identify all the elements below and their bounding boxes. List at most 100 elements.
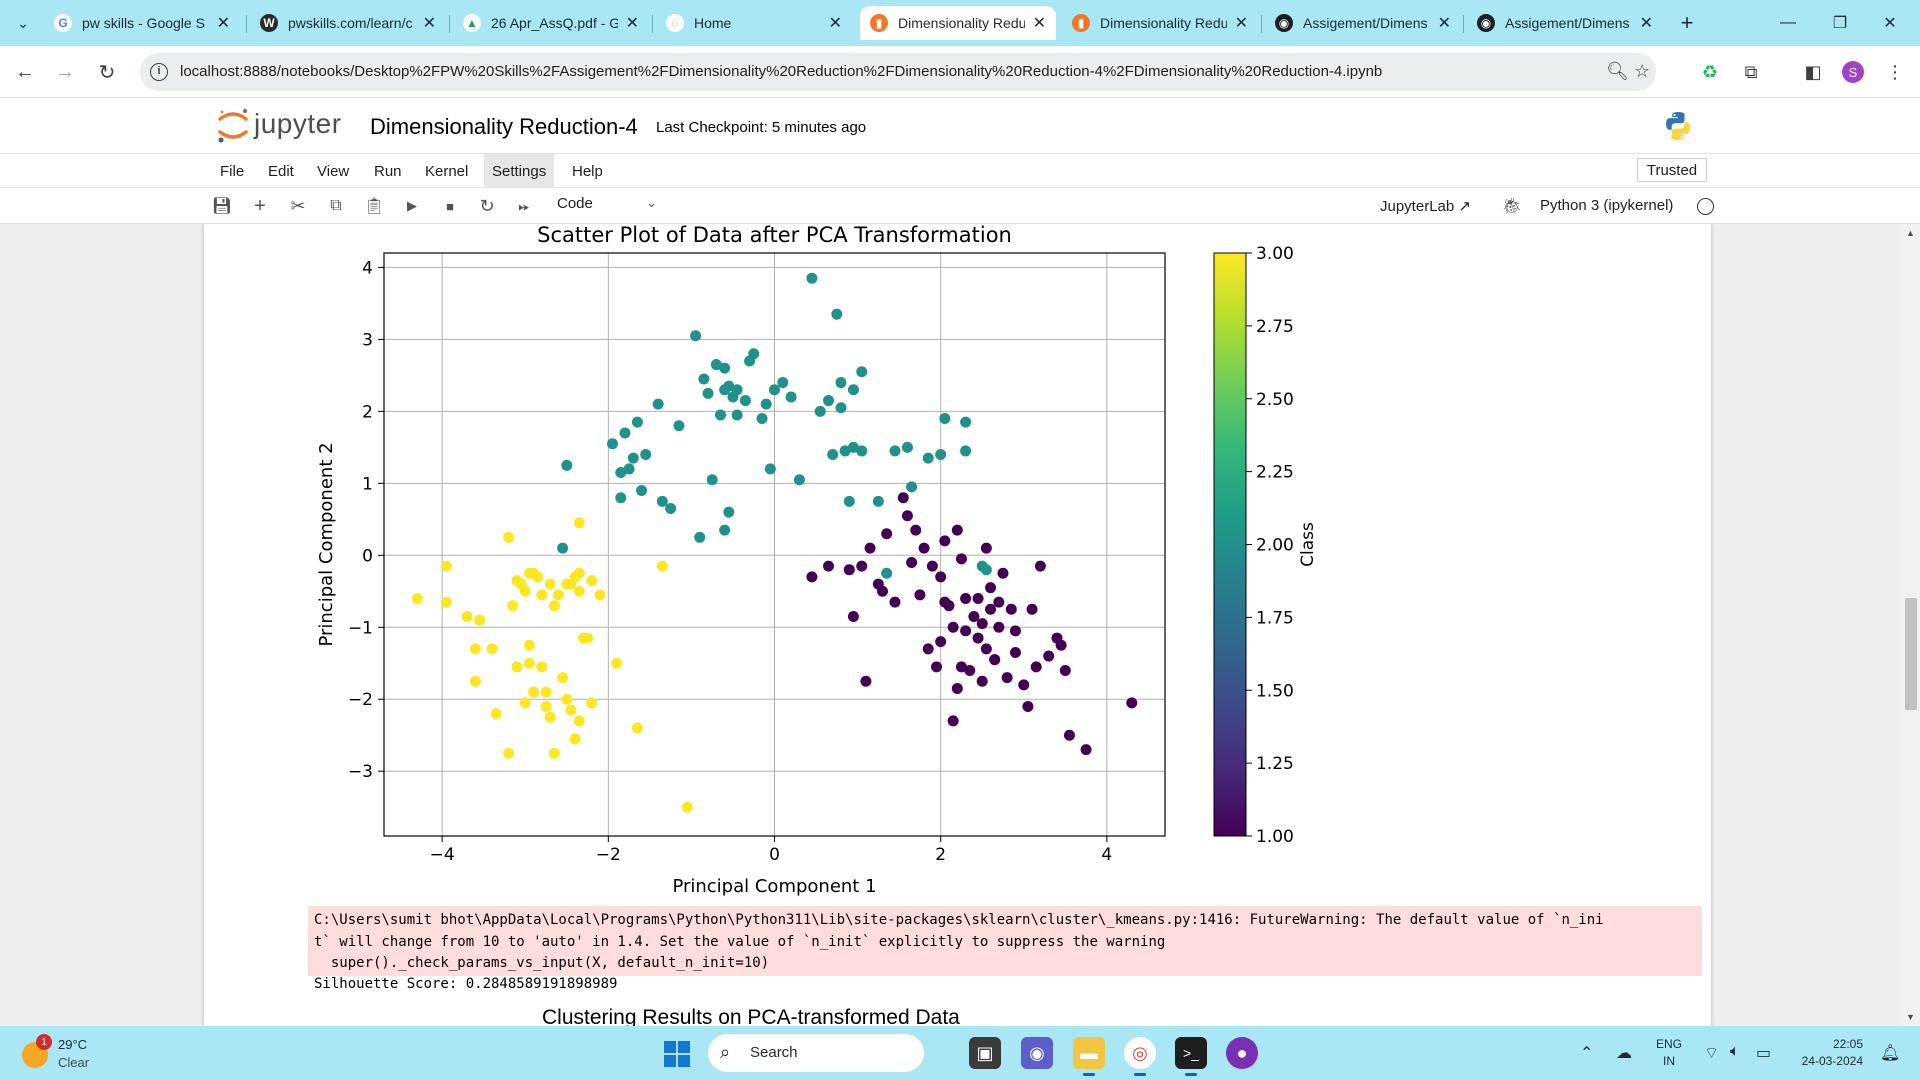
site-info-icon[interactable]: i xyxy=(150,63,168,81)
side-panel-icon[interactable]: ◧ xyxy=(1804,61,1822,82)
scroll-down-arrow-icon[interactable]: ▼ xyxy=(1906,1012,1915,1022)
extension-green-icon[interactable]: ♻ xyxy=(1701,61,1719,82)
system-clock[interactable]: 22:05 24-03-2024 xyxy=(1795,1036,1863,1070)
run-icon[interactable]: ▶ xyxy=(407,198,417,213)
close-tab-icon[interactable]: ✕ xyxy=(828,15,842,32)
x-tick-label: −4 xyxy=(430,845,455,865)
kernel-name[interactable]: Python 3 (ipykernel) xyxy=(1540,197,1674,214)
terminal-icon[interactable]: >_ xyxy=(1175,1037,1207,1076)
jupyter-brand-text[interactable]: jupyter xyxy=(254,108,342,139)
data-point xyxy=(889,596,901,608)
browser-tab[interactable]: ▮ Dimensionality Redu ✕ xyxy=(860,6,1056,40)
restore-button[interactable]: ❐ xyxy=(1832,15,1848,32)
close-tab-icon[interactable]: ✕ xyxy=(1234,15,1248,32)
data-point xyxy=(561,693,573,705)
menu-settings[interactable]: Settings xyxy=(484,154,555,188)
browser-menu-icon[interactable]: ⋮ xyxy=(1886,61,1904,82)
menu-help[interactable]: Help xyxy=(572,162,603,180)
zoom-icon[interactable]: 🔍︎ xyxy=(1606,61,1629,81)
clock-date: 24-03-2024 xyxy=(1801,1054,1863,1068)
browser-tab[interactable]: ▮ Dimensionality Redu ✕ xyxy=(1062,6,1258,40)
close-tab-icon[interactable]: ✕ xyxy=(216,15,230,32)
stop-icon[interactable]: ■ xyxy=(446,198,454,214)
onedrive-cloud-icon[interactable]: ☁ xyxy=(1616,1045,1632,1062)
menu-edit[interactable]: Edit xyxy=(268,162,294,180)
cut-icon[interactable]: ✂ xyxy=(290,195,306,216)
trusted-indicator[interactable]: Trusted xyxy=(1637,158,1707,182)
jupyter-logo-icon[interactable] xyxy=(216,106,250,144)
weather-widget[interactable]: 1 29°C Clear xyxy=(22,1034,142,1074)
cell-type-select[interactable]: Code ⌄ xyxy=(557,195,657,217)
save-icon[interactable]: 💾︎ xyxy=(211,198,233,215)
minimize-button[interactable]: — xyxy=(1780,14,1796,31)
menu-view[interactable]: View xyxy=(317,162,350,180)
jupyterlab-link[interactable]: JupyterLab ↗ xyxy=(1380,197,1471,215)
browser-tab[interactable]: ◌ Home ✕ xyxy=(656,6,852,40)
x-axis-label: Principal Component 1 xyxy=(672,876,876,897)
y-tick-label: −2 xyxy=(348,690,373,710)
data-point xyxy=(976,618,988,630)
data-point xyxy=(985,582,997,594)
y-tick-label: 0 xyxy=(362,546,373,566)
wifi-icon[interactable]: ⌔ xyxy=(1704,1045,1720,1062)
notebook-title[interactable]: Dimensionality Reduction-4 xyxy=(370,114,638,139)
close-tab-icon[interactable]: ✕ xyxy=(625,15,639,32)
file-explorer-icon[interactable]: ▬ xyxy=(1073,1037,1105,1076)
browser-tab[interactable]: ◉ Assigement/Dimens ✕ xyxy=(1265,6,1461,40)
close-window-button[interactable]: ✕ xyxy=(1883,15,1897,32)
battery-icon[interactable]: ▭ xyxy=(1756,1045,1772,1062)
address-bar[interactable]: i localhost:8888/notebooks/Desktop%2FPW%… xyxy=(140,53,1656,91)
y-tick-label: 1 xyxy=(362,474,373,494)
extensions-puzzle-icon[interactable]: ⧉ xyxy=(1744,61,1758,82)
data-point xyxy=(839,445,851,457)
data-point xyxy=(577,632,589,644)
notification-bell-icon[interactable]: 🔔︎ xyxy=(1880,1045,1901,1062)
restart-icon[interactable]: ↻ xyxy=(479,195,495,216)
menu-file[interactable]: File xyxy=(220,162,245,180)
bookmark-star-icon[interactable]: ☆ xyxy=(1634,61,1651,81)
show-hidden-icons-chevron-icon[interactable]: ⌃ xyxy=(1580,1045,1594,1062)
copy-icon[interactable]: ⧉ xyxy=(330,197,342,214)
menu-kernel[interactable]: Kernel xyxy=(425,162,469,180)
windows-taskbar: 1 29°C Clear ⌕ Search ▣ ◉ ▬ ◎ >_ ● ⌃ ☁ E… xyxy=(0,1026,1920,1080)
debugger-bug-icon[interactable]: 🐞︎ xyxy=(1501,198,1523,215)
chrome-icon[interactable]: ◎ xyxy=(1124,1037,1156,1076)
data-point xyxy=(652,398,664,410)
github-desktop-icon[interactable]: ● xyxy=(1226,1037,1258,1069)
colorbar-tick-label: 2.25 xyxy=(1256,463,1294,483)
add-cell-icon[interactable]: + xyxy=(254,194,266,217)
teams-icon[interactable]: ◉ xyxy=(1021,1037,1053,1069)
language-indicator[interactable]: ENG IN xyxy=(1656,1036,1682,1070)
windows-start-icon[interactable] xyxy=(664,1041,690,1067)
paste-icon[interactable]: 📋︎ xyxy=(363,198,385,215)
data-point xyxy=(511,661,523,673)
data-point xyxy=(503,531,515,543)
close-tab-icon[interactable]: ✕ xyxy=(1437,15,1451,32)
close-tab-icon[interactable]: ✕ xyxy=(1032,15,1046,32)
data-point xyxy=(619,427,631,439)
scrollbar-thumb[interactable] xyxy=(1905,598,1917,710)
url-text[interactable]: localhost:8888/notebooks/Desktop%2FPW%20… xyxy=(180,63,1383,80)
volume-icon[interactable]: 🔈︎ xyxy=(1730,1043,1740,1060)
data-point xyxy=(565,704,577,716)
profile-avatar[interactable]: S xyxy=(1842,61,1864,83)
new-tab-button[interactable]: + xyxy=(1680,10,1694,35)
browser-tab[interactable]: ◉ Assigement/Dimens ✕ xyxy=(1467,6,1663,40)
close-tab-icon[interactable]: ✕ xyxy=(422,15,436,32)
reload-button[interactable]: ↻ xyxy=(98,61,116,84)
restart-run-all-icon[interactable]: ⏩︎ xyxy=(518,197,530,214)
vertical-scrollbar[interactable]: ▲ ▼ xyxy=(1902,224,1920,1026)
taskbar-search[interactable]: ⌕ Search xyxy=(708,1034,924,1072)
scroll-up-arrow-icon[interactable]: ▲ xyxy=(1906,228,1915,238)
close-tab-icon[interactable]: ✕ xyxy=(1639,15,1653,32)
task-view-icon[interactable]: ▣ xyxy=(969,1037,1001,1069)
data-point xyxy=(1009,625,1021,637)
menu-run[interactable]: Run xyxy=(374,162,402,180)
tab-search-chevron-icon[interactable]: ⌄ xyxy=(17,14,29,31)
data-point xyxy=(1001,672,1013,684)
browser-tab[interactable]: ▲ 26 Apr_AssQ.pdf - G ✕ xyxy=(453,6,649,40)
back-button[interactable]: ← xyxy=(15,60,35,83)
forward-button[interactable]: → xyxy=(55,60,75,83)
